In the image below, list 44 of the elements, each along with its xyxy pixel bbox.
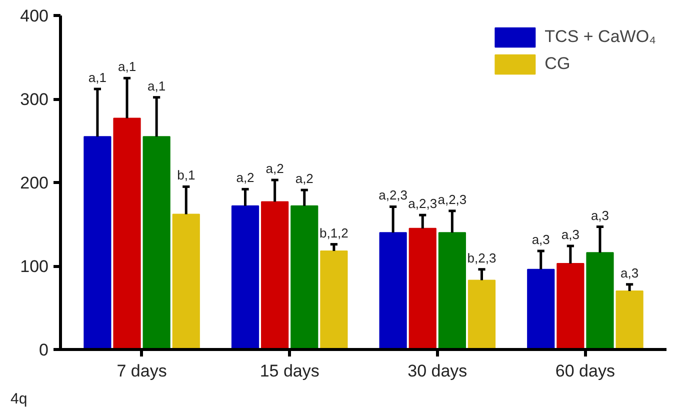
bar <box>261 201 289 350</box>
annotation: a,2 <box>236 170 254 186</box>
annotation: a,1 <box>118 59 136 74</box>
legend-label: TCS + CaWO₄ <box>544 27 656 47</box>
bar <box>113 118 141 350</box>
bar <box>379 232 407 350</box>
y-tick-label: 200 <box>20 174 49 192</box>
annotation: a,1 <box>88 70 106 85</box>
bar <box>231 205 260 350</box>
annotation: a,3 <box>561 226 580 242</box>
bar <box>84 136 112 350</box>
annotation: a,2 <box>295 171 314 186</box>
y-tick-label: 400 <box>20 6 49 26</box>
annotation: a,1 <box>148 78 166 94</box>
annotation: a,3 <box>620 265 639 280</box>
y-tick-label: 300 <box>20 90 49 109</box>
annotation: b,1,2 <box>319 225 348 240</box>
text: 4q <box>10 390 28 408</box>
bar <box>616 290 644 350</box>
bar <box>142 136 170 350</box>
x-tick-label: 7 days <box>116 362 167 380</box>
bar <box>468 280 496 350</box>
bar <box>556 262 584 350</box>
x-tick-label: 15 days <box>260 362 320 380</box>
x-tick-label: 60 days <box>555 362 615 380</box>
annotation: b,2,3 <box>467 250 496 266</box>
bar <box>290 205 318 350</box>
bar <box>527 268 555 350</box>
bar <box>320 250 348 350</box>
annotation: a,2,3 <box>438 192 467 207</box>
y-tick-label: 0 <box>39 340 49 360</box>
bar <box>172 214 200 350</box>
bar <box>438 232 466 350</box>
bar <box>586 252 614 350</box>
y-tick-label: 100 <box>20 257 49 276</box>
annotation: a,3 <box>590 208 610 223</box>
x-tick-label: 30 days <box>408 362 468 380</box>
bar <box>408 228 436 350</box>
annotation: b,1 <box>177 168 196 183</box>
annotation: a,2,3 <box>408 196 438 212</box>
annotation: a,2 <box>266 160 284 176</box>
annotation: a,2,3 <box>378 188 408 203</box>
annotation: a,3 <box>532 232 550 247</box>
legend-label: CG <box>544 54 570 74</box>
